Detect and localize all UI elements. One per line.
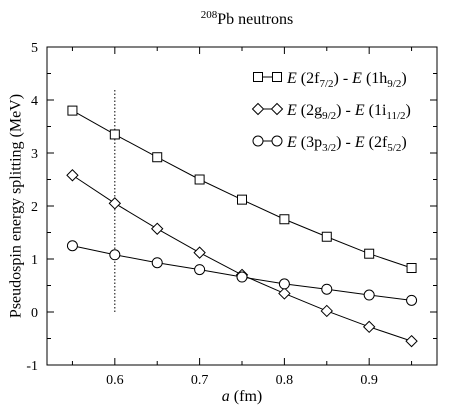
x-tick-label: 0.9 (360, 373, 378, 388)
data-point-square (279, 214, 290, 225)
y-tick-label: 3 (31, 147, 38, 162)
legend-item: E (2g9/2) - E (1i11/2) (251, 102, 411, 122)
data-point-circle (194, 264, 206, 276)
data-point-circle (363, 289, 375, 301)
x-axis-label-unit: (fm) (230, 388, 262, 405)
series-layer (66, 105, 418, 348)
data-point-diamond (405, 334, 418, 348)
title-superscript: 208 (201, 9, 218, 21)
data-point-circle (278, 278, 290, 290)
y-tick-label: -1 (26, 359, 38, 374)
legend-marker-square (253, 72, 263, 82)
data-point-square (152, 152, 163, 163)
data-point-square (321, 231, 332, 242)
series-square (67, 105, 417, 274)
y-tick-label: 1 (31, 253, 38, 268)
axis-ticks: 0.6 0.7 0.8 0.9 -1 0 1 2 3 4 5 (26, 41, 437, 388)
x-tick-label: 0.7 (191, 373, 209, 388)
data-point-square (194, 174, 205, 185)
data-point-square (109, 129, 120, 140)
chart-title: 208Pb neutrons (201, 9, 294, 28)
data-point-circle (151, 257, 163, 269)
data-point-square (237, 194, 247, 205)
data-point-circle (406, 294, 418, 306)
legend-item: E (2f7/2) - E (1h9/2) (253, 70, 407, 90)
data-point-diamond (151, 222, 164, 235)
data-point-diamond (108, 197, 122, 210)
legend-marker-square (272, 72, 282, 82)
series-circle (66, 240, 418, 306)
data-point-diamond (66, 169, 79, 182)
legend-label: E (2f7/2) - E (1h9/2) (286, 70, 407, 90)
legend-marker-circle (271, 135, 283, 147)
data-point-diamond (278, 287, 291, 300)
data-point-diamond (362, 320, 376, 334)
y-tick-label: 2 (31, 200, 38, 215)
legend-item: E (3p3/2) - E (2f5/2) (252, 134, 407, 154)
legend-marker-circle (252, 135, 264, 147)
legend-label: E (2g9/2) - E (1i11/2) (286, 102, 411, 122)
data-point-circle (321, 283, 333, 295)
x-axis-label: a (fm) (222, 388, 262, 405)
data-point-square (406, 263, 417, 274)
data-point-circle (66, 240, 78, 252)
y-tick-label: 0 (31, 306, 38, 321)
y-tick-label: 5 (31, 41, 38, 56)
legend: E (2f7/2) - E (1h9/2) E (2g9/2) - E (1i11… (251, 70, 411, 154)
data-point-square (67, 105, 78, 116)
legend-marker-diamond (251, 102, 265, 116)
data-point-square (364, 248, 375, 259)
data-point-circle (236, 271, 248, 283)
legend-marker-diamond (270, 102, 284, 116)
y-tick-label: 4 (31, 94, 38, 109)
y-axis-label: Pseudospin energy splitting (MeV) (8, 94, 25, 318)
data-point-diamond (320, 304, 333, 318)
data-point-diamond (193, 246, 206, 259)
plot-frame (46, 46, 438, 366)
x-axis-label-symbol: a (222, 388, 230, 405)
x-tick-label: 0.8 (276, 373, 294, 388)
x-tick-label: 0.6 (106, 373, 124, 388)
legend-label: E (3p3/2) - E (2f5/2) (286, 134, 407, 154)
data-point-circle (109, 249, 121, 261)
title-text: Pb neutrons (217, 11, 293, 28)
